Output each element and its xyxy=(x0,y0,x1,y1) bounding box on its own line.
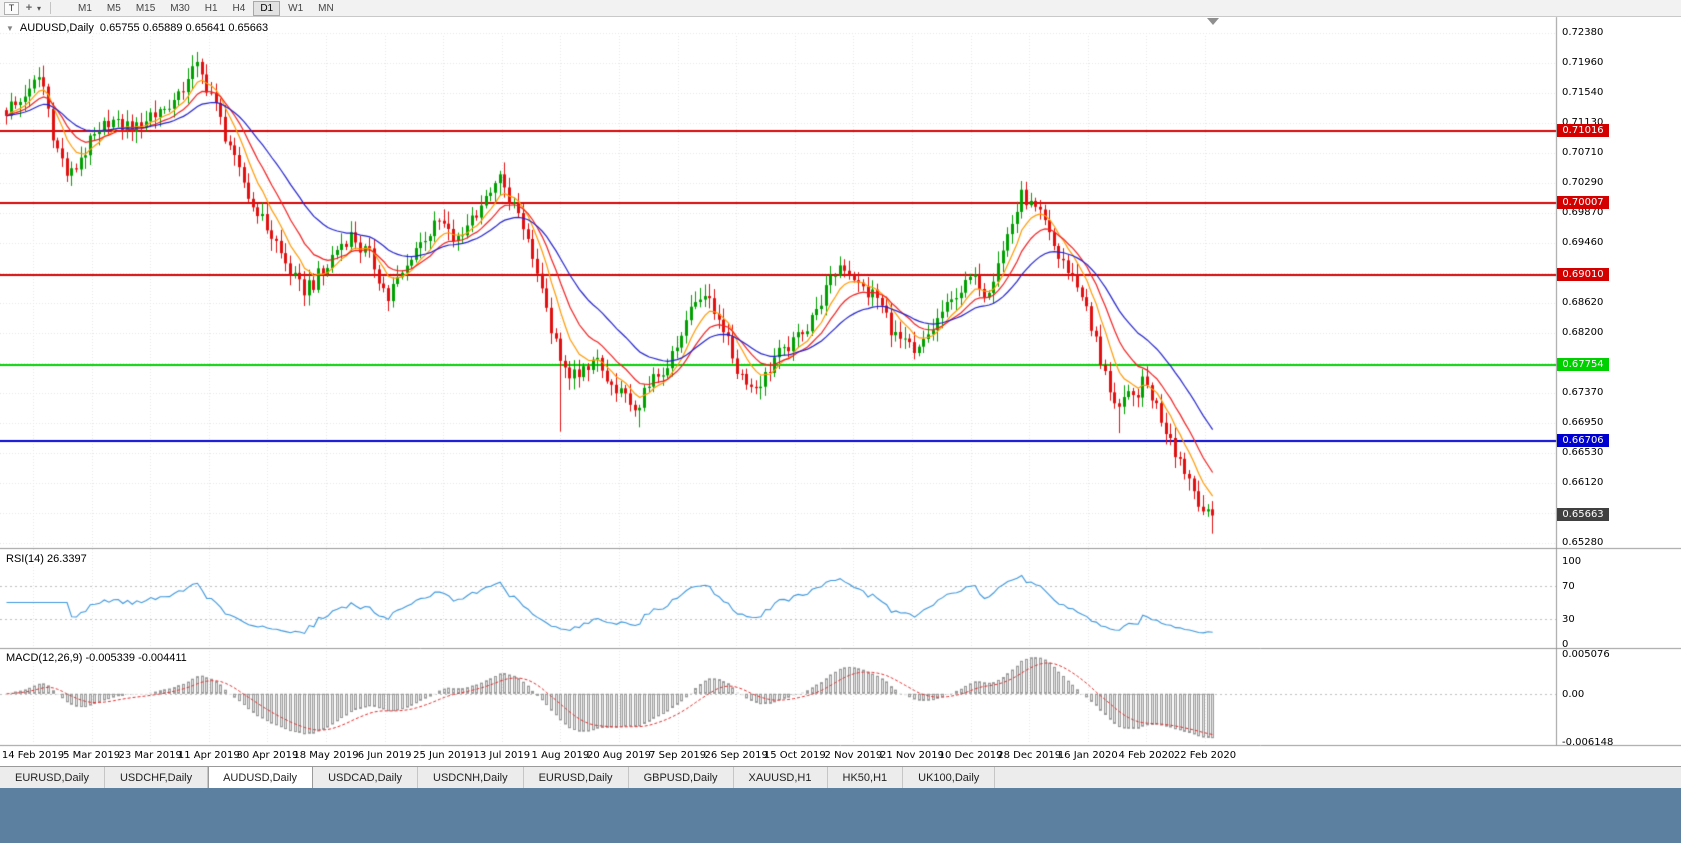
tf-button-w1[interactable]: W1 xyxy=(288,2,304,14)
tab-audusd-daily[interactable]: AUDUSD,Daily xyxy=(208,767,314,788)
dropdown-caret-icon[interactable]: ▾ xyxy=(37,3,42,13)
tf-button-m5[interactable]: M5 xyxy=(106,2,121,14)
tab-gbpusd-daily[interactable]: GBPUSD,Daily xyxy=(629,767,734,788)
tab-usdcad-daily[interactable]: USDCAD,Daily xyxy=(313,767,419,788)
top-toolbar: T + ▾ M1 M5 M15 M30 H1 H4 D1 W1 MN xyxy=(0,0,1681,17)
toolbar-separator xyxy=(50,2,52,14)
tf-button-mn[interactable]: MN xyxy=(318,2,334,14)
crosshair-tool-icon[interactable]: + xyxy=(25,2,33,14)
tab-uk100-daily[interactable]: UK100,Daily xyxy=(903,767,996,788)
tf-button-d1[interactable]: D1 xyxy=(253,0,281,16)
timeframe-button-group: M1 M5 M15 M30 H1 H4 D1 W1 MN xyxy=(71,0,341,16)
chart-tabbar: EURUSD,Daily USDCHF,Daily AUDUSD,Daily USDC… xyxy=(0,766,1681,788)
tab-eurusd-daily[interactable]: EURUSD,Daily xyxy=(524,767,629,788)
tf-button-h1[interactable]: H1 xyxy=(204,2,218,14)
tf-button-m30[interactable]: M30 xyxy=(170,2,190,14)
tab-hk50-h1[interactable]: HK50,H1 xyxy=(828,767,904,788)
tf-button-m1[interactable]: M1 xyxy=(78,2,92,14)
tab-usdchf-daily[interactable]: USDCHF,Daily xyxy=(105,767,209,788)
status-strip xyxy=(0,788,1681,843)
tab-xauusd-h1[interactable]: XAUUSD,H1 xyxy=(734,767,828,788)
tab-usdcnh-daily[interactable]: USDCNH,Daily xyxy=(418,767,524,788)
tab-eurusd-daily[interactable]: EURUSD,Daily xyxy=(0,767,105,788)
templates-button[interactable]: T xyxy=(4,1,19,15)
tf-button-h4[interactable]: H4 xyxy=(232,2,246,14)
tf-button-m15[interactable]: M15 xyxy=(135,2,156,14)
